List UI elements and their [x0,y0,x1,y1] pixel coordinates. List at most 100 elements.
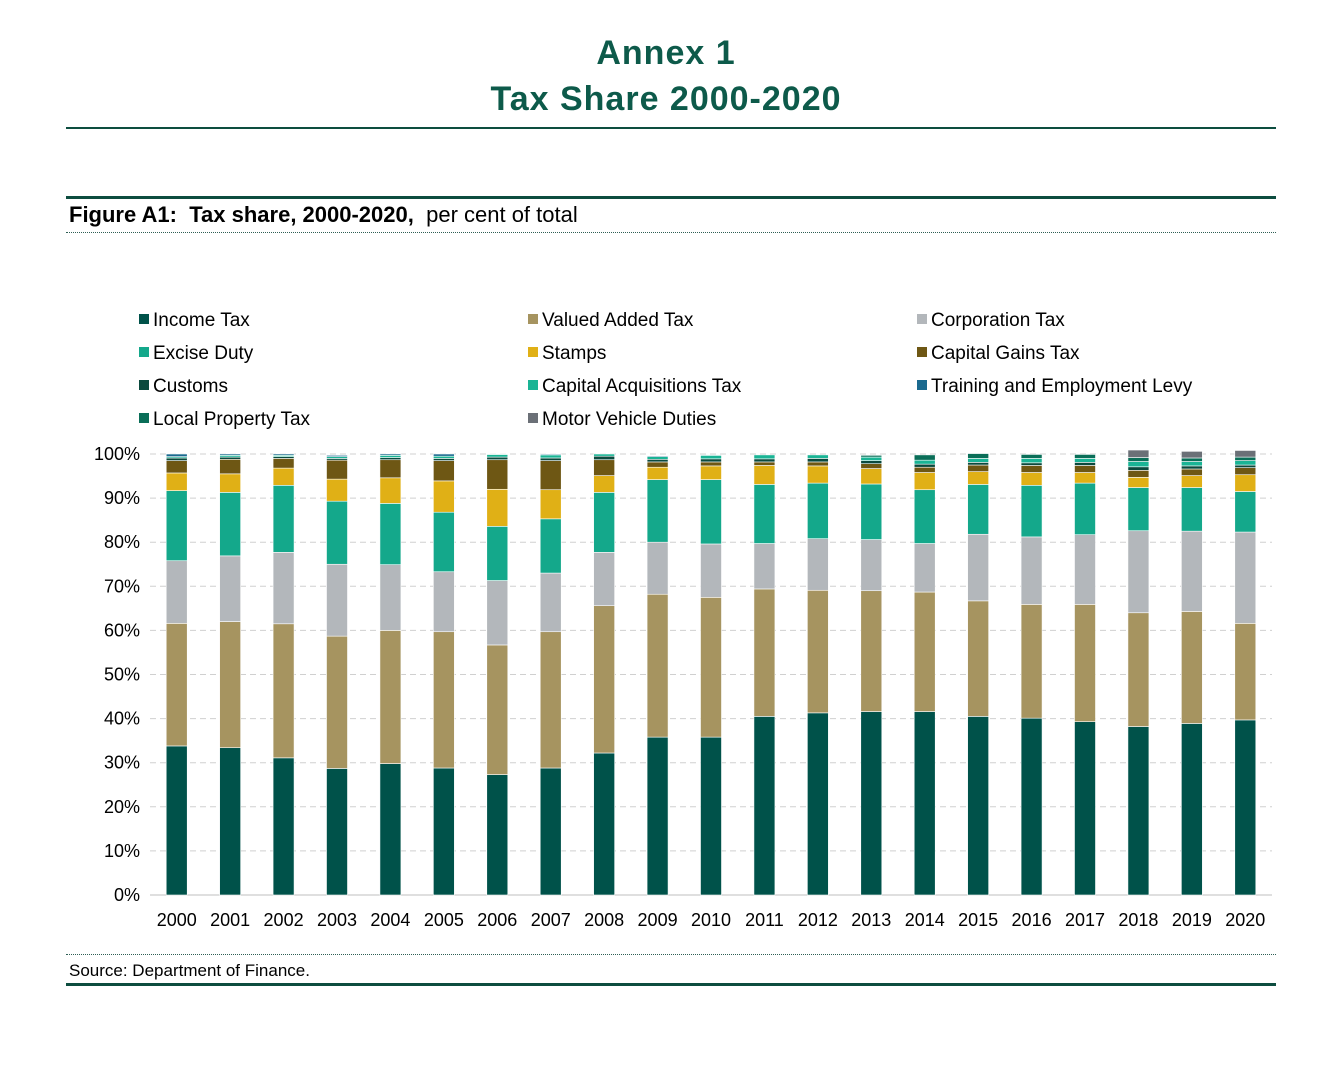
bar-segment-corporation-tax-2010 [700,543,722,598]
y-tick-label: 10% [104,841,140,861]
bar-segment-customs-2012 [807,458,829,463]
bar-segment-valued-added-tax-2020 [1234,623,1257,721]
bar-segment-valued-added-tax-2016 [1020,604,1043,719]
annex-label: Annex 1 [596,34,736,72]
bar-segment-corporation-tax-2014 [913,543,936,593]
bar-segment-capital-gains-tax-2016 [1020,465,1043,473]
bar-segment-stamps-2014 [913,472,936,491]
bar-segment-corporation-tax-2003 [326,563,348,637]
bar-segment-income-tax-2009 [646,736,669,896]
bar-segment-income-tax-2011 [753,716,776,896]
bar-segment-customs-2016 [1020,462,1043,466]
bar-segment-valued-added-tax-2001 [219,621,241,749]
bar-segment-training-and-employment-levy-2000 [165,453,188,457]
x-tick-label: 2019 [1172,910,1212,930]
legend-item: Income Tax [139,310,250,331]
bar-segment-income-tax-2018 [1127,726,1150,896]
footer-rule [66,983,1276,986]
legend-item: Motor Vehicle Duties [528,409,716,430]
bar-segment-stamps-2017 [1074,472,1096,484]
bar-stack-2001 [219,453,241,896]
bar-segment-income-tax-2013 [860,711,883,896]
bar-segment-customs-2010 [700,458,722,463]
x-tick-label: 2013 [851,910,891,930]
bar-segment-stamps-2016 [1020,472,1043,486]
bar-segment-capital-acquisitions-tax-2014 [913,459,936,465]
bar-segment-stamps-2006 [486,488,509,527]
legend-swatch [528,413,538,423]
bar-stack-2002 [272,453,295,896]
bar-segment-local-property-tax-2016 [1020,454,1043,459]
bar-stack-2003 [326,455,348,896]
bar-segment-local-property-tax-2015 [967,453,989,459]
bar-segment-stamps-2019 [1181,475,1203,488]
bar-segment-corporation-tax-2012 [807,538,829,591]
bar-segment-stamps-2001 [219,473,241,493]
legend-item: Stamps [528,343,606,364]
x-tick-label: 2000 [157,910,197,930]
legend-item: Valued Added Tax [528,310,694,331]
bar-segment-training-and-employment-levy-2004 [379,453,402,456]
bar-segment-income-tax-2014 [913,711,936,896]
bar-stack-2000 [165,453,188,896]
y-tick-label: 40% [104,709,140,729]
bar-segment-capital-acquisitions-tax-2010 [700,455,722,460]
bar-stack-group [165,449,1257,896]
bar-segment-excise-duty-2015 [967,484,989,535]
bar-segment-customs-2015 [967,462,989,466]
legend-item: Corporation Tax [917,310,1065,331]
bar-segment-valued-added-tax-2002 [272,623,295,759]
bar-segment-valued-added-tax-2010 [700,597,722,738]
bar-segment-excise-duty-2001 [219,492,241,557]
bar-segment-income-tax-2003 [326,768,348,896]
bar-segment-customs-2017 [1074,462,1096,466]
y-tick-label: 80% [104,532,140,552]
bar-segment-stamps-2013 [860,468,883,485]
figure-label: Figure A1: [69,202,177,227]
bar-stack-2015 [967,453,989,896]
bar-segment-corporation-tax-2015 [967,533,989,602]
bar-segment-excise-duty-2005 [433,511,455,573]
y-tick-label: 20% [104,797,140,817]
bar-segment-corporation-tax-2013 [860,539,883,592]
bar-segment-corporation-tax-2008 [593,552,615,607]
bar-segment-corporation-tax-2016 [1020,536,1043,605]
bar-segment-corporation-tax-2006 [486,580,509,646]
bar-segment-excise-duty-2019 [1181,487,1203,532]
x-tick-label: 2011 [745,910,784,930]
bar-segment-stamps-2012 [807,465,829,484]
bar-segment-income-tax-2006 [486,774,509,896]
bar-stack-2020 [1234,450,1257,896]
x-tick-label: 2005 [424,910,464,930]
legend-item: Capital Gains Tax [917,343,1080,364]
bar-segment-local-property-tax-2014 [913,454,936,461]
figure-subtitle: per cent of total [426,202,578,227]
bar-segment-excise-duty-2007 [539,518,562,574]
bar-segment-excise-duty-2011 [753,484,776,544]
y-tick-label: 90% [104,488,140,508]
source-dotted-rule [66,954,1276,955]
bar-segment-stamps-2020 [1234,474,1257,492]
bar-segment-customs-2020 [1234,464,1257,468]
bar-segment-training-and-employment-levy-2009 [646,455,669,457]
bar-segment-valued-added-tax-2005 [433,631,455,769]
bar-stack-2014 [913,454,936,896]
bar-segment-income-tax-2010 [700,736,722,896]
legend-item: Local Property Tax [139,409,311,430]
bar-segment-excise-duty-2006 [486,526,509,581]
legend-swatch [139,347,149,357]
bar-segment-capital-gains-tax-2006 [486,459,509,490]
bar-segment-capital-gains-tax-2009 [646,461,669,468]
figure-top-rule [66,196,1276,199]
bar-segment-income-tax-2001 [219,747,241,896]
bar-segment-valued-added-tax-2003 [326,635,348,769]
bar-segment-capital-gains-tax-2001 [219,458,241,475]
legend-swatch [139,314,149,324]
legend-label: Corporation Tax [931,310,1065,331]
bar-segment-valued-added-tax-2018 [1127,612,1150,727]
bar-segment-capital-acquisitions-tax-2020 [1234,460,1257,466]
bar-segment-income-tax-2000 [165,745,188,896]
bar-segment-stamps-2000 [165,472,188,491]
bar-segment-stamps-2011 [753,465,776,485]
